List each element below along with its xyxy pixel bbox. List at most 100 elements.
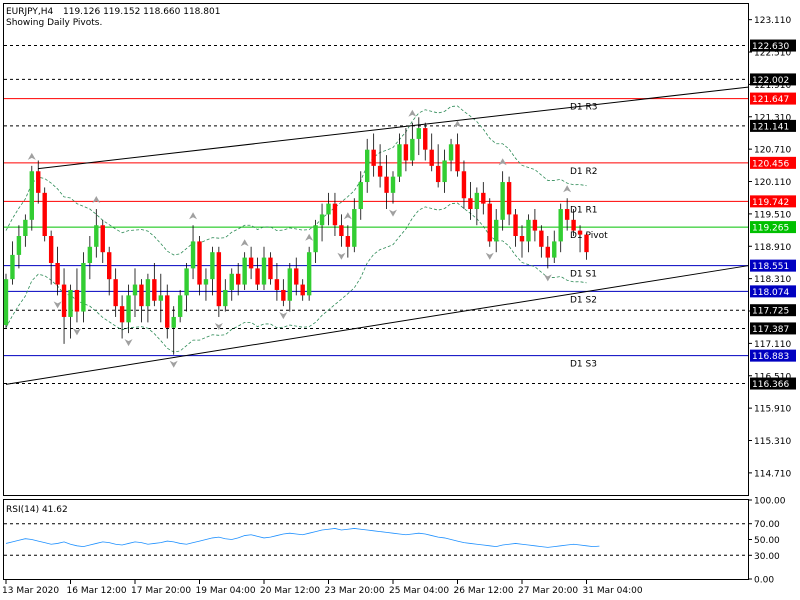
rsi-tick-label: 100.00 [754, 497, 786, 507]
candle-body [448, 144, 454, 161]
candle-body [352, 209, 357, 247]
time-tick-label: 25 Mar 04:00 [389, 586, 449, 596]
price-tick-label: 122.510 [754, 49, 791, 59]
candle-body [274, 279, 280, 290]
candle-body [177, 295, 183, 317]
candle-body [306, 252, 312, 296]
pivot-price-tag: 119.265 [752, 224, 789, 234]
time-tick-label: 19 Mar 04:00 [196, 586, 256, 596]
time-tick-label: 31 Mar 04:00 [583, 586, 643, 596]
fractal-up-marker [453, 120, 462, 128]
pivot-price-tag: 119.742 [752, 198, 789, 208]
level-price-tag-bg [750, 304, 796, 317]
candle-body [377, 165, 383, 177]
candle-body [481, 192, 486, 204]
candle-body [119, 306, 125, 323]
trendline [5, 265, 749, 385]
price-tick-label: 115.310 [754, 437, 791, 447]
price-tick-label: 120.710 [754, 146, 791, 156]
level-price-tag-bg [750, 377, 796, 390]
fractal-up-marker [189, 212, 198, 220]
price-tick-label: 119.510 [754, 210, 791, 220]
candle-body [10, 254, 15, 280]
pivot-price-tag-bg [750, 156, 796, 169]
chart-symbol: EURJPY,H4 [6, 7, 54, 17]
level-price-tag-bg [750, 73, 796, 86]
candle-body [545, 246, 550, 258]
candle-body [584, 234, 589, 253]
fractal-down-marker [485, 252, 494, 260]
candle-body [16, 236, 22, 255]
candle-body [158, 295, 163, 301]
price-tick-label: 118.910 [754, 243, 791, 253]
price-tick-label: 121.310 [754, 113, 791, 123]
candle-body [423, 128, 428, 150]
candle-body [139, 284, 144, 307]
candle-body [255, 268, 260, 285]
candle-body [81, 262, 86, 312]
pivot-label: D1 Pivot [570, 231, 608, 241]
candle-body [571, 219, 576, 231]
pivot-price-tag: 118.074 [752, 288, 789, 298]
pivot-levels: D1 R3 D1 R2 D1 R1 D1 Pivot D1 S1 D1 S2 D1 S3 [4, 45, 748, 385]
time-tick-label: 13 Mar 2020 [2, 586, 59, 596]
candle-body [100, 225, 105, 253]
candle-body [506, 182, 512, 215]
pivot-price-tag-bg [750, 92, 796, 105]
rsi-label: RSI(14) 41.62 [6, 505, 68, 515]
time-tick-label: 27 Mar 20:00 [518, 586, 578, 596]
candle-body [300, 284, 305, 296]
price-tick-label: 121.910 [754, 81, 791, 91]
rsi-line [5, 528, 600, 548]
fractal-up-marker [305, 233, 314, 241]
candle-body [107, 252, 112, 280]
candle-body [36, 171, 41, 193]
candle-body [197, 241, 202, 285]
fractal-down-marker [337, 252, 346, 260]
candle-body [61, 284, 67, 317]
trendlines [5, 86, 749, 385]
candle-body [287, 268, 292, 301]
candle-body [113, 279, 118, 307]
fractal-up-marker [408, 109, 417, 117]
pivot-price-tag: 118.551 [752, 262, 789, 272]
candle-body [513, 214, 518, 237]
pivot-label: D1 R1 [570, 205, 598, 215]
fractal-up-marker [92, 196, 101, 204]
candle-body [184, 268, 189, 296]
candle-body [87, 246, 93, 263]
candle-body [455, 144, 460, 172]
chart-ohlc: 119.126 119.152 118.660 118.801 [63, 7, 220, 17]
level-price-tag-bg [750, 119, 796, 132]
fractal-down-marker [124, 339, 133, 347]
candle-body [435, 165, 441, 183]
candle-body [29, 171, 34, 220]
candle-body [519, 236, 525, 242]
candle-body [539, 230, 544, 247]
candle-body [403, 144, 409, 161]
candle-body [23, 219, 28, 237]
fractal-down-marker [53, 301, 62, 309]
fractal-up-marker [240, 239, 249, 247]
candle-body [474, 192, 480, 210]
level-price-tag: 117.725 [752, 307, 789, 317]
candle-body [210, 252, 215, 280]
candle-body [68, 289, 73, 317]
candle-body [74, 289, 80, 312]
level-price-tag: 122.630 [752, 42, 789, 52]
candle-body [55, 262, 60, 285]
candle-body [461, 171, 467, 199]
fractal-down-marker [389, 209, 397, 217]
pivot-label: D1 S2 [570, 295, 597, 305]
candle-body [203, 279, 209, 285]
level-price-tag: 121.141 [752, 122, 789, 132]
rsi-tick-label: 0.00 [754, 576, 774, 586]
fractal-markers [27, 109, 572, 368]
candle-body [384, 176, 389, 193]
time-tick-label: 17 Mar 20:00 [131, 586, 191, 596]
candle-body [397, 144, 402, 177]
candle-body [319, 214, 325, 226]
candle-body [429, 149, 434, 166]
candle-body [494, 219, 499, 242]
candle-body [558, 209, 563, 242]
